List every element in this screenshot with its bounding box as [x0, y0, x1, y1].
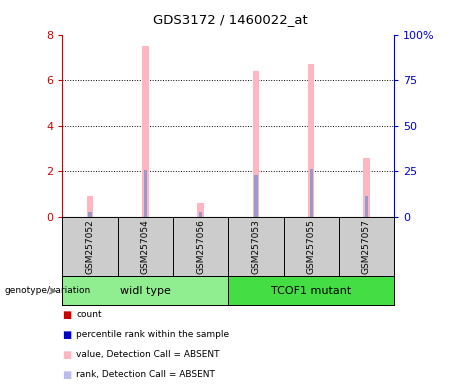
- Bar: [254, 175, 258, 217]
- Bar: [143, 170, 147, 217]
- Bar: [142, 46, 148, 217]
- Bar: [87, 197, 93, 217]
- Text: count: count: [76, 310, 102, 319]
- Bar: [88, 212, 92, 217]
- Text: GDS3172 / 1460022_at: GDS3172 / 1460022_at: [153, 13, 308, 26]
- Text: TCOF1 mutant: TCOF1 mutant: [271, 286, 351, 296]
- Text: GSM257053: GSM257053: [251, 219, 260, 274]
- Text: rank, Detection Call = ABSENT: rank, Detection Call = ABSENT: [76, 370, 215, 379]
- Bar: [228, 276, 394, 305]
- Text: GSM257056: GSM257056: [196, 219, 205, 274]
- Bar: [197, 203, 204, 217]
- Bar: [199, 212, 202, 217]
- Text: GSM257052: GSM257052: [85, 219, 95, 274]
- Bar: [62, 276, 228, 305]
- Text: genotype/variation: genotype/variation: [5, 286, 91, 295]
- Bar: [308, 64, 314, 217]
- Bar: [309, 169, 313, 217]
- Text: GSM257057: GSM257057: [362, 219, 371, 274]
- Text: GSM257055: GSM257055: [307, 219, 316, 274]
- Text: ■: ■: [62, 310, 71, 320]
- Bar: [363, 158, 370, 217]
- Text: GSM257054: GSM257054: [141, 219, 150, 274]
- Bar: [253, 71, 259, 217]
- Bar: [365, 197, 368, 217]
- Text: value, Detection Call = ABSENT: value, Detection Call = ABSENT: [76, 350, 219, 359]
- Text: ■: ■: [62, 350, 71, 360]
- Text: ■: ■: [62, 330, 71, 340]
- Text: percentile rank within the sample: percentile rank within the sample: [76, 330, 229, 339]
- Text: widl type: widl type: [120, 286, 171, 296]
- Text: ■: ■: [62, 370, 71, 380]
